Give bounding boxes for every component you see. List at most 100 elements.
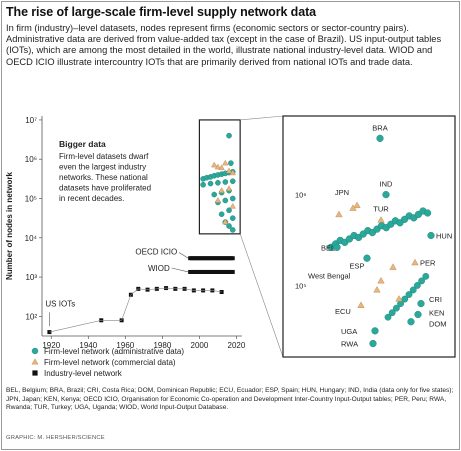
inset-country-label: ECU xyxy=(335,307,351,316)
bigger-data-text: Firm-level datasets dwarf xyxy=(59,152,149,161)
y-tick-label: 10² xyxy=(25,312,37,321)
bigger-data-text: networks. These national xyxy=(59,173,148,182)
highlight-box xyxy=(198,119,241,235)
bigger-data-text: in recent decades. xyxy=(59,194,124,203)
inset-firm-commercial-point xyxy=(353,201,361,209)
chart-title: The rise of large-scale firm-level suppl… xyxy=(6,5,316,19)
firm-admin-point xyxy=(228,160,234,166)
firm-admin-point xyxy=(229,215,236,221)
inset-firm-commercial-point xyxy=(377,276,385,284)
inset-country-label: BEL xyxy=(321,243,335,252)
y-tick-label: 10⁶ xyxy=(25,155,37,164)
firm-commercial-point xyxy=(222,218,229,225)
y-tick-label: 10³ xyxy=(25,273,37,282)
wiod-label: WIOD xyxy=(148,264,170,273)
us-iots-label: US IOTs xyxy=(45,300,75,309)
inset-firm-admin-point xyxy=(418,277,425,285)
inset-firm-commercial-point xyxy=(411,258,419,266)
inset-firm-commercial-point xyxy=(389,263,397,270)
firm-commercial-point xyxy=(214,163,222,170)
oecd-icio-leader xyxy=(178,252,189,259)
inset-firm-commercial-point xyxy=(377,216,385,223)
inset-firm-admin-point xyxy=(413,282,421,289)
inset-y-tick-label: 10⁶ xyxy=(295,191,306,200)
firm-commercial-point xyxy=(229,169,236,176)
us-iots-line xyxy=(49,287,222,333)
firm-commercial-point xyxy=(218,187,225,193)
bigger-data-title: Bigger data xyxy=(59,139,106,149)
inset-country-label: ESP xyxy=(349,261,364,270)
chart-subtitle: In firm (industry)–level datasets, nodes… xyxy=(6,23,442,67)
firm-admin-point xyxy=(207,180,214,187)
inset-firm-admin-point xyxy=(427,231,435,240)
firm-commercial-point xyxy=(211,161,218,168)
inset-country-label: HUN xyxy=(436,232,452,241)
inset-firm-admin-point xyxy=(388,309,396,317)
inset-firm-admin-point xyxy=(369,339,377,348)
inset-firm-commercial-point xyxy=(373,286,381,293)
inset-firm-admin-point xyxy=(333,243,341,251)
legend-label: Industry-level network xyxy=(44,369,123,378)
inset-firm-admin-point xyxy=(371,327,379,335)
legend-label: Firm-level network (commercial data) xyxy=(44,358,176,367)
legend-swatch-firm-commercial xyxy=(31,358,39,365)
inset-connector-top xyxy=(240,115,284,121)
firm-commercial-point xyxy=(218,164,225,171)
inset-firm-commercial-point xyxy=(395,295,403,302)
bigger-data-text: datasets have proliferated xyxy=(59,184,151,193)
firm-commercial-point xyxy=(214,197,222,203)
firm-commercial-point xyxy=(225,167,233,174)
legend-swatch-firm-admin xyxy=(31,347,39,355)
firm-admin-point xyxy=(215,179,221,186)
inset-country-label: PER xyxy=(420,259,436,268)
inset-country-label: UGA xyxy=(341,327,357,336)
inset-y-tick-label: 10⁵ xyxy=(295,281,306,290)
inset-country-label: RWA xyxy=(341,340,358,349)
x-tick-label: 2020 xyxy=(228,341,246,350)
inset-country-label: DOM xyxy=(429,320,447,329)
legend-label: Firm-level network (administrative data) xyxy=(44,347,184,356)
firm-admin-point xyxy=(226,223,232,229)
x-tick-label: 1920 xyxy=(42,341,60,350)
firm-admin-point xyxy=(229,178,236,185)
legend-swatch-industry xyxy=(32,370,38,376)
industry-point xyxy=(230,269,235,274)
firm-commercial-point xyxy=(222,159,229,166)
firm-admin-point xyxy=(222,179,229,185)
y-tick-label: 10⁷ xyxy=(25,116,37,125)
inset-country-label: KEN xyxy=(429,309,444,318)
firm-admin-point xyxy=(229,227,236,233)
inset-firm-admin-point xyxy=(422,272,430,280)
inset-firm-admin-point xyxy=(376,134,384,142)
inset-firm-admin-point xyxy=(382,191,390,199)
firm-admin-point xyxy=(229,195,236,202)
inset-firm-admin-point xyxy=(424,209,432,217)
inset-firm-admin-point xyxy=(392,304,400,312)
footnote: BEL, Belgium; BRA, Brazil; CRI, Costa Ri… xyxy=(6,387,454,412)
inset-firm-commercial-point xyxy=(335,210,343,218)
inset-firm-admin-point xyxy=(414,310,422,319)
inset-firm-commercial-point xyxy=(349,204,357,211)
firm-admin-point xyxy=(226,207,232,214)
inset-country-label: IND xyxy=(380,180,394,189)
firm-admin-point xyxy=(211,191,218,198)
firm-commercial-point xyxy=(225,185,233,191)
inset-country-label: CRI xyxy=(429,295,442,304)
bigger-data-text: even the largest industry xyxy=(59,163,146,172)
inset-connector-bottom xyxy=(239,233,284,358)
inset-box xyxy=(282,115,456,358)
inset-firm-admin-point xyxy=(405,291,413,298)
inset-country-label: JPN xyxy=(335,188,349,197)
inset-country-label: West Bengal xyxy=(308,271,351,280)
graphic-credit: GRAPHIC: M. HERSHER/SCIENCE xyxy=(6,435,105,441)
x-tick-label: 1980 xyxy=(153,341,171,350)
y-axis-label: Number of nodes in network xyxy=(5,171,14,280)
firm-admin-point xyxy=(226,132,232,139)
inset-firm-admin-point xyxy=(417,300,425,308)
x-tick-label: 1960 xyxy=(116,341,134,350)
firm-admin-point xyxy=(218,211,225,218)
x-tick-label: 2000 xyxy=(191,341,209,350)
firm-commercial-point xyxy=(229,202,236,209)
x-tick-label: 1940 xyxy=(79,341,97,350)
